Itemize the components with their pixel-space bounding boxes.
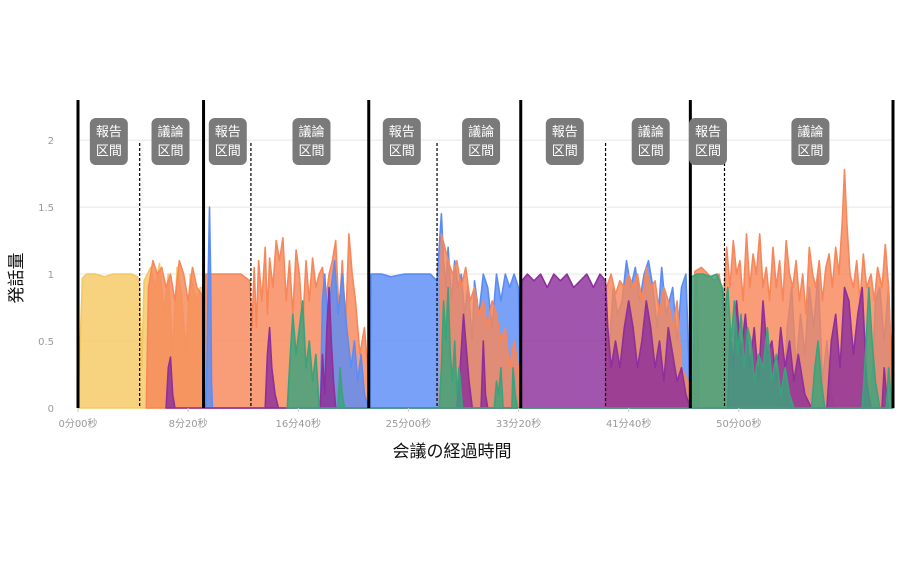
x-tick-label: 0分00秒	[58, 417, 97, 430]
y-tick-label: 0	[48, 404, 54, 415]
section-badge-box	[545, 118, 584, 165]
section-badge-label: 議論	[797, 124, 823, 140]
section-badge-label: 区間	[158, 144, 184, 159]
section-badge-label: 区間	[298, 144, 324, 159]
section-badge-label: 報告	[389, 125, 415, 140]
axis-ticks: 0 0.5 1 1.5 2 0分00秒 8分20秒 16分40秒 25分00秒 33分20秒 41分…	[38, 136, 761, 430]
section-badge-box	[688, 118, 727, 165]
section-badge-label: 区間	[797, 144, 823, 159]
area-series	[77, 168, 894, 409]
section-badge-label: 区間	[96, 144, 122, 159]
y-tick-label: 1	[48, 270, 54, 281]
section-badge-box	[89, 118, 128, 165]
section-badge-box	[631, 118, 670, 165]
divider-lines	[76, 100, 895, 408]
section-badge-label: 区間	[552, 144, 578, 159]
section-badge-box	[151, 118, 190, 165]
section-badge-box	[791, 118, 830, 165]
section-badge-label: 報告	[695, 125, 721, 140]
section-badge-label: 区間	[215, 144, 241, 159]
x-tick-label: 41分40秒	[606, 417, 651, 430]
section-badge-label: 区間	[695, 144, 721, 159]
section-badge-label: 区間	[468, 144, 494, 159]
section-badge-box	[292, 118, 331, 165]
x-tick-label: 25分00秒	[386, 417, 431, 430]
area-series-green	[286, 273, 894, 409]
x-tick-label: 16分40秒	[276, 417, 321, 430]
area-series-purple	[165, 273, 890, 409]
y-tick-label: 2	[48, 136, 54, 147]
section-badge-label: 区間	[638, 144, 664, 159]
section-badge-label: 区間	[389, 144, 415, 159]
x-tick-label: 8分20秒	[169, 417, 208, 430]
section-badge-label: 報告	[96, 125, 122, 140]
section-badge-label: 議論	[468, 124, 494, 140]
section-badge-label: 議論	[638, 124, 664, 140]
y-axis-title: 発話量	[7, 253, 27, 304]
section-badge-label: 報告	[215, 125, 241, 140]
section-badge-box	[382, 118, 421, 165]
x-axis-title: 会議の経過時間	[393, 442, 512, 462]
section-badge-box	[462, 118, 501, 165]
section-badge-label: 報告	[552, 125, 578, 140]
x-tick-label: 33分20秒	[496, 417, 541, 430]
y-tick-label: 0.5	[38, 337, 54, 348]
section-badge-box	[208, 118, 247, 165]
section-badge-label: 議論	[158, 124, 184, 140]
x-tick-label: 50分00秒	[716, 417, 761, 430]
y-tick-label: 1.5	[38, 203, 54, 214]
section-badge-label: 議論	[298, 124, 324, 140]
